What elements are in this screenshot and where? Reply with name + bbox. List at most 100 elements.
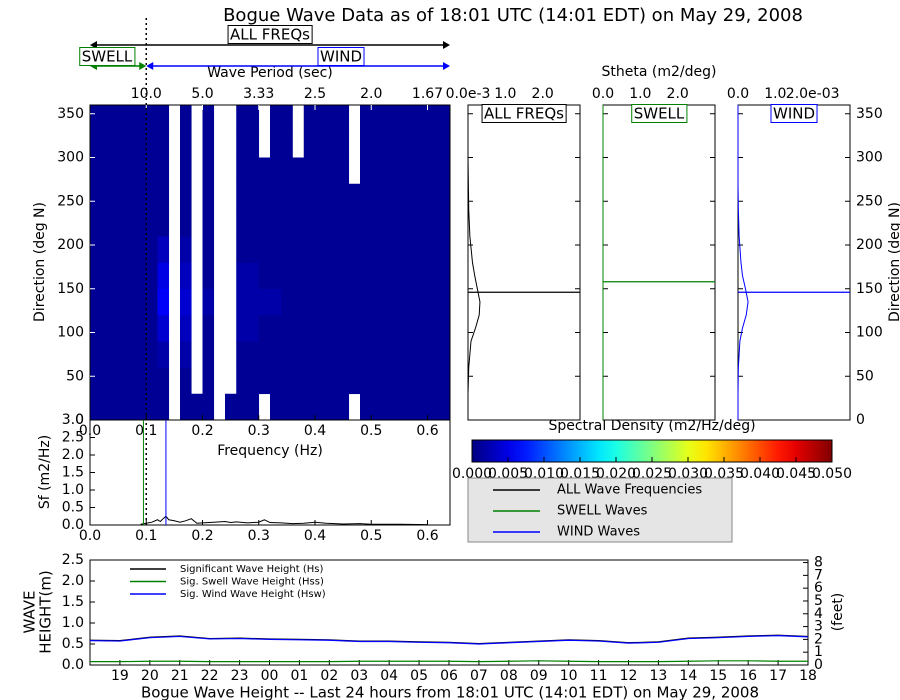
spectrum-cell: [236, 131, 248, 158]
spectrum-cell: [416, 210, 428, 237]
spectrum-cell: [135, 157, 147, 185]
colorbar-tick-label: 0.050: [812, 466, 852, 482]
spectrum-cell: [360, 262, 372, 290]
spectrum-cell: [135, 183, 147, 211]
spectrum-cell: [337, 367, 350, 395]
spectrum-cell: [101, 157, 113, 185]
spectrum-cell: [371, 157, 383, 185]
spectrum-cell: [326, 183, 338, 211]
legend-label: ALL Wave Frequencies: [557, 483, 702, 498]
spectrum-cell: [236, 315, 248, 342]
x-tick-label: 12: [620, 668, 638, 684]
spectrum-cell: [112, 393, 125, 421]
spectrum-cell: [90, 288, 102, 316]
spectrum-cell: [303, 341, 316, 368]
spectrum-cell: [101, 262, 113, 290]
spectrum-cell: [405, 288, 417, 316]
legend-label: Significant Wave Height (Hs): [180, 564, 323, 575]
x2-tick-label: 5.0: [191, 86, 213, 102]
spectrum-cell: [315, 131, 327, 158]
x-tick-label: 2.0: [532, 86, 554, 102]
spectrum-cell: [337, 393, 350, 421]
x-tick-label: 2.0: [667, 86, 689, 102]
y-tick-label: 200: [57, 237, 84, 253]
y-tick-label: 0.0: [62, 657, 84, 673]
x-tick-label: 00: [261, 668, 279, 684]
spectrum-cell: [270, 341, 282, 368]
plot-frame: [89, 559, 809, 666]
spectrum-cell: [326, 393, 338, 421]
x-tick-label: 0.4: [304, 423, 326, 439]
x-tick-label: 0.5: [360, 423, 382, 439]
spectrum-cell: [135, 131, 147, 158]
spectrum-cell: [326, 157, 338, 185]
x-tick-label: 07: [470, 668, 488, 684]
spectrum-cell: [292, 210, 305, 237]
spectrum-cell: [123, 315, 136, 342]
spectrum-cell: [427, 131, 440, 158]
spectrum-cell: [180, 183, 192, 211]
spectrum-cell: [90, 183, 102, 211]
spectrum-cell: [90, 393, 102, 421]
spectrum-cell: [360, 315, 372, 342]
y2-tick-label: 6: [814, 580, 823, 596]
spectrum-cell: [123, 393, 136, 421]
spectrum-cell: [157, 367, 170, 395]
x-tick-label: 22: [201, 668, 219, 684]
spectrum-cell: [315, 288, 327, 316]
spectrum-cell: [281, 262, 293, 290]
spectrum-cell: [382, 393, 395, 421]
x2-tick-label: 2.5: [304, 86, 326, 102]
spectrum-cell: [123, 236, 136, 263]
spectrum-cell: [393, 210, 406, 237]
y-tick-label: 350: [57, 106, 84, 122]
spectrum-cell: [281, 288, 293, 316]
spectrum-cell: [146, 105, 158, 132]
spectrum-cell: [112, 183, 125, 211]
spectrum-cell: [393, 315, 406, 342]
spectrum-cell: [146, 131, 158, 158]
spectrum-cell: [281, 315, 293, 342]
y-axis-label: Sf (m2/Hz): [37, 435, 53, 509]
spectrum-cell: [348, 183, 361, 211]
spectrum-cell: [247, 105, 260, 132]
spectrum-cell: [337, 236, 350, 263]
profile-line: [467, 105, 481, 420]
spectrum-cell: [326, 236, 338, 263]
y-tick-label: 1.5: [62, 465, 84, 481]
x-tick-label: 21: [171, 668, 189, 684]
spectrum-cell: [360, 157, 372, 185]
spectrum-cell: [123, 210, 136, 237]
x-tick-label: 16: [739, 668, 757, 684]
x-tick-label: 11: [590, 668, 608, 684]
spectrum-cell: [292, 288, 305, 316]
spectrum-cell: [292, 367, 305, 395]
spectrum-cell: [101, 315, 113, 342]
spectrum-cell: [405, 262, 417, 290]
chart-title: Bogue Wave Data as of 18:01 UTC (14:01 E…: [223, 5, 803, 26]
legend-label: SWELL Waves: [557, 504, 648, 519]
spectrum-cell: [371, 236, 383, 263]
spectrum-cell: [326, 288, 338, 316]
spectrum-cell: [180, 393, 192, 421]
y-tick-label: 0.5: [62, 636, 84, 652]
x2-tick-label: 2.0: [360, 86, 382, 102]
spectrum-cell: [112, 210, 125, 237]
y-tick-label: 2.5: [62, 552, 84, 568]
spectrum-cell: [101, 288, 113, 316]
spectrum-cell: [90, 105, 102, 132]
spectrum-cell: [303, 236, 316, 263]
spectrum-cell: [247, 236, 260, 263]
spectrum-cell: [326, 131, 338, 158]
spectrum-cell: [382, 131, 395, 158]
spectrum-cell: [101, 183, 113, 211]
wind-label-box: [317, 47, 365, 66]
spectrum-cell: [393, 288, 406, 316]
spectrum-cell: [258, 157, 271, 185]
spectrum-cell: [146, 157, 158, 185]
spectrum-cell: [236, 157, 248, 185]
spectrum-cell: [236, 288, 248, 316]
spectrum-cell: [90, 157, 102, 185]
spectrum-cell: [371, 341, 383, 368]
